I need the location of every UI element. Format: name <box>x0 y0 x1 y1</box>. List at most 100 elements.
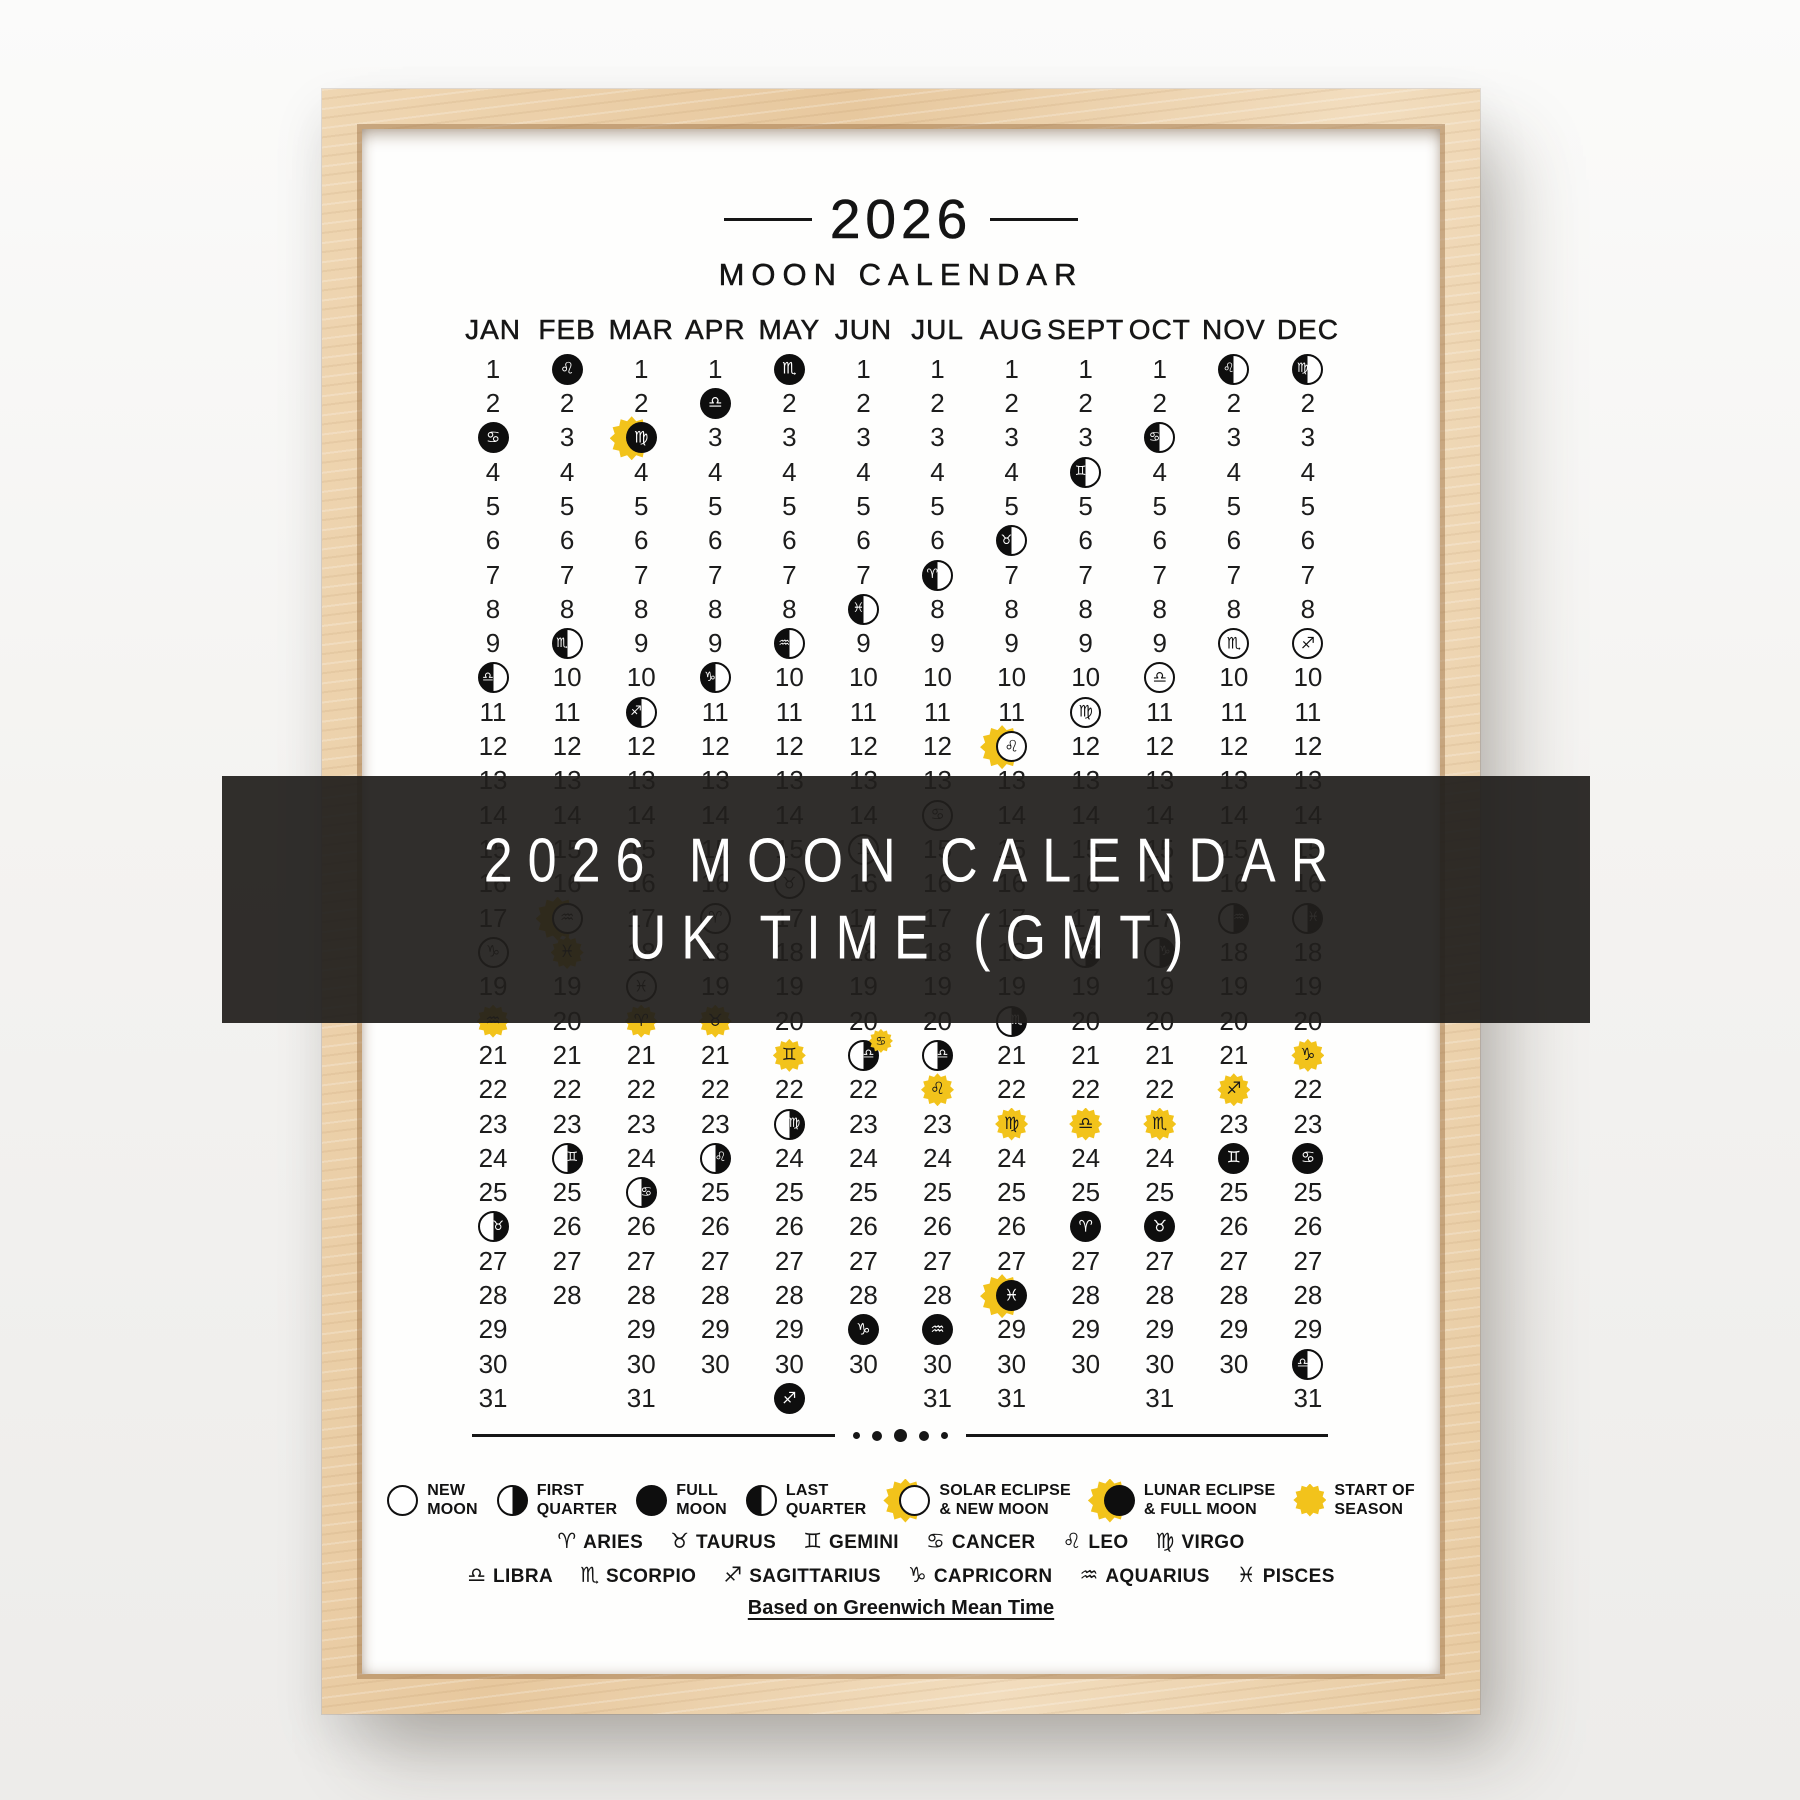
day-cell: 21 <box>997 1039 1027 1070</box>
day-cell: 7 <box>485 559 501 590</box>
legend-label-line: FIRST <box>536 1482 584 1499</box>
zodiac-glyph-sagittarius: ♐ <box>782 1388 797 1408</box>
day-cell: 6 <box>1300 525 1316 556</box>
day-cell: 8 <box>1078 593 1093 624</box>
day-cell: 7 <box>1226 559 1242 590</box>
day-cell: 29 <box>1219 1314 1249 1345</box>
last-quarter-icon: ♓ <box>847 593 879 625</box>
day-cell: 5 <box>1226 490 1242 521</box>
zodiac-glyph-cancer: ♋ <box>926 1529 945 1553</box>
event-lunar_eclipse_full: ♓ <box>980 1274 1028 1319</box>
day-cell: 23 <box>700 1108 730 1139</box>
legend-zodiac-pisces: ♓ PISCES <box>1237 1563 1335 1588</box>
poster-year: 2026 <box>829 188 973 251</box>
day-cell: 28 <box>774 1280 804 1311</box>
day-cell: ♏ <box>1123 1107 1197 1141</box>
day-cell: 8 <box>930 593 945 624</box>
day-cell: ♌ <box>900 1073 974 1107</box>
day-cell: 4 <box>633 456 649 487</box>
day-cell: ♑ <box>1271 1038 1345 1072</box>
legend-label-line: MOON <box>676 1501 727 1518</box>
day-cell: 5 <box>782 490 797 521</box>
legend-zodiac-row-1: ♈ ARIES ♉ TAURUS ♊ GEMINI ♋ CANCER ♌ LEO ♍ VIRGO <box>362 1529 1440 1554</box>
day-cell: 30 <box>478 1348 508 1379</box>
day-cell: ♐ <box>1197 1073 1271 1107</box>
day-cell: 10 <box>997 662 1027 693</box>
legend-zodiac-leo: ♌ LEO <box>1063 1529 1129 1554</box>
legend-item-lunar_eclipse_full: LUNAR ECLIPSE & FULL MOON <box>1087 1478 1276 1523</box>
day-cell: ♍ <box>604 416 678 461</box>
day-cell: ♏ <box>752 352 826 386</box>
day-cell: 3 <box>1300 422 1316 453</box>
last-quarter-icon: ♋ <box>1144 422 1176 454</box>
day-cell: 7 <box>1004 559 1019 590</box>
zodiac-glyph-libra: ♎ <box>708 392 723 412</box>
day-cell: 7 <box>1078 559 1093 590</box>
first-quarter-icon: ♊ <box>551 1142 583 1174</box>
zodiac-name: AQUARIUS <box>1105 1566 1210 1587</box>
season-start-icon: ♐ <box>1217 1073 1251 1107</box>
day-cell: 2 <box>930 387 945 418</box>
event-first: ♉ <box>477 1211 509 1243</box>
new-moon-icon: ♍ <box>1070 696 1102 728</box>
legend-zodiac-cancer: ♋ CANCER <box>926 1529 1036 1554</box>
event-full: ♏ <box>773 353 805 385</box>
event-last: ♎ <box>477 662 509 694</box>
zodiac-glyph-cancer: ♋ <box>1300 1147 1316 1167</box>
day-cell: 25 <box>1071 1177 1101 1208</box>
event-full: ♊ <box>1218 1142 1250 1174</box>
legend-label: START OF SEASON <box>1334 1481 1414 1519</box>
last-quarter-icon: ♌ <box>1218 353 1250 385</box>
day-cell: 2 <box>782 387 797 418</box>
zodiac-glyph-virgo: ♍ <box>1078 701 1093 721</box>
day-cell: 22 <box>1145 1074 1175 1105</box>
day-cell: 5 <box>559 490 575 521</box>
day-cell: 2 <box>1226 387 1242 418</box>
day-cell: 25 <box>1219 1177 1249 1208</box>
day-cell: 25 <box>774 1177 804 1208</box>
zodiac-glyph-aries: ♈ <box>926 567 939 583</box>
month-header: AUG <box>979 314 1044 346</box>
new-moon-icon: ♌ <box>996 731 1028 763</box>
zodiac-glyph-virgo: ♍ <box>1296 361 1309 377</box>
zodiac-glyph-pisces: ♓ <box>1236 1563 1256 1587</box>
day-cell: 3 <box>1078 422 1093 453</box>
day-cell <box>530 1313 604 1347</box>
first-quarter-icon: ♌ <box>699 1142 731 1174</box>
event-full: ♐ <box>773 1383 805 1415</box>
zodiac-glyph-pisces: ♓ <box>1004 1285 1019 1305</box>
day-cell: 6 <box>1226 525 1242 556</box>
day-cell: ♏ <box>530 627 604 661</box>
legend-label-line: FULL <box>676 1482 718 1499</box>
event-last: ♋ <box>1144 422 1176 454</box>
month-header: JUL <box>911 314 964 346</box>
event-solar_eclipse_new <box>883 1478 931 1523</box>
day-cell: ♑ <box>826 1313 900 1347</box>
season-start-icon: ♌ <box>921 1073 954 1107</box>
day-cell: 12 <box>1071 731 1101 762</box>
day-cell: 23 <box>478 1108 508 1139</box>
day-cell: ♋ <box>456 421 530 455</box>
day-cell: 4 <box>1226 456 1242 487</box>
day-cell: 12 <box>1219 731 1249 762</box>
day-cell: ♍ <box>975 1107 1049 1141</box>
event-new: ♍ <box>1070 696 1102 728</box>
day-cell: ♌ <box>1197 352 1271 386</box>
day-cell: 31 <box>1293 1383 1323 1414</box>
legend-item-full: FULL MOON <box>636 1481 727 1519</box>
zodiac-glyph-capricorn: ♑ <box>907 1563 927 1587</box>
day-cell: 11 <box>1146 696 1174 727</box>
full-moon-icon: ♐ <box>773 1383 805 1415</box>
new-moon-icon <box>387 1484 419 1516</box>
zodiac-name: PISCES <box>1262 1566 1335 1587</box>
day-cell: 12 <box>478 731 508 762</box>
day-cell: 11 <box>479 696 507 727</box>
zodiac-glyph-sagittarius: ♐ <box>1300 633 1316 653</box>
legend-label-line: MOON <box>427 1501 478 1518</box>
day-cell: 5 <box>485 490 501 521</box>
day-cell: 31 <box>626 1383 656 1414</box>
legend-label: FIRST QUARTER <box>537 1481 618 1519</box>
day-cell: 23 <box>1219 1108 1249 1139</box>
event-last: ♒ <box>773 628 805 660</box>
day-cell: 5 <box>1152 490 1167 521</box>
